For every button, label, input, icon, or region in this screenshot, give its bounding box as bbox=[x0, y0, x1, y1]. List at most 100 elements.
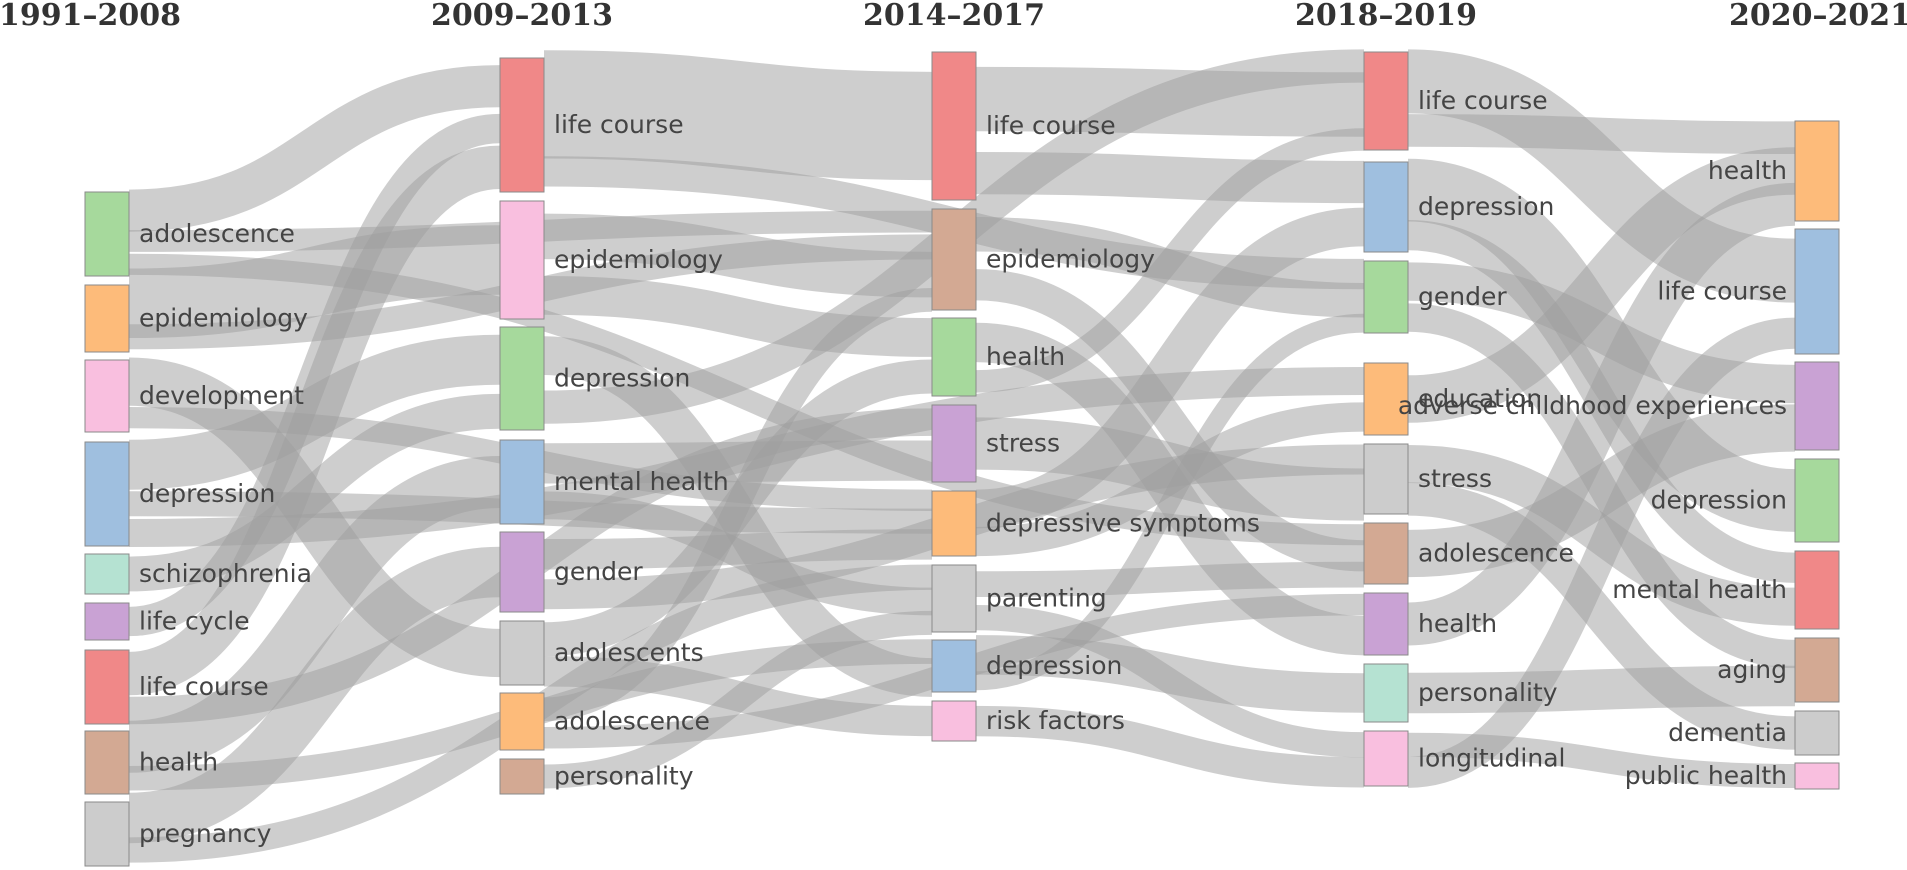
flow-link[interactable] bbox=[543, 288, 933, 722]
flow-link[interactable] bbox=[127, 145, 502, 696]
node-adolescents[interactable] bbox=[499, 620, 545, 686]
node-personality[interactable] bbox=[499, 758, 545, 795]
node-risk-factors[interactable] bbox=[931, 700, 977, 742]
node-health[interactable] bbox=[84, 730, 130, 795]
node-label: development bbox=[139, 381, 304, 410]
node-label: public health bbox=[1625, 761, 1787, 790]
flow-link[interactable] bbox=[975, 128, 1365, 393]
node-health[interactable] bbox=[931, 317, 977, 397]
node-label: life course bbox=[986, 111, 1116, 140]
flow-link[interactable] bbox=[975, 207, 1365, 529]
node-parenting[interactable] bbox=[931, 564, 977, 633]
node-pregnancy[interactable] bbox=[84, 801, 130, 867]
node-depression[interactable] bbox=[1363, 161, 1409, 253]
node-health[interactable] bbox=[1794, 120, 1840, 222]
node-label: life cycle bbox=[139, 607, 250, 636]
node-life-course[interactable] bbox=[499, 57, 545, 193]
flow-link[interactable] bbox=[1407, 665, 1796, 714]
node-public-health[interactable] bbox=[1794, 762, 1840, 790]
node-label: longitudinal bbox=[1418, 744, 1565, 773]
flow-link[interactable] bbox=[543, 213, 933, 298]
flow-link[interactable] bbox=[975, 402, 1365, 557]
node-mental-health[interactable] bbox=[499, 439, 545, 525]
node-adolescence[interactable] bbox=[499, 692, 545, 751]
node-label: adolescence bbox=[139, 219, 295, 248]
node-dementia[interactable] bbox=[1794, 710, 1840, 756]
flow-link[interactable] bbox=[1407, 114, 1796, 154]
node-stress[interactable] bbox=[931, 404, 977, 483]
flow-link[interactable] bbox=[128, 225, 501, 339]
flow-link[interactable] bbox=[975, 151, 1365, 204]
node-label: health bbox=[1708, 156, 1787, 185]
flow-link[interactable] bbox=[975, 313, 1365, 691]
flow-link[interactable] bbox=[975, 269, 1365, 572]
node-development[interactable] bbox=[84, 359, 130, 433]
column-title-2: 2014–2017 bbox=[863, 0, 1045, 33]
node-adolescence[interactable] bbox=[1363, 522, 1409, 585]
node-label: gender bbox=[1418, 282, 1507, 311]
node-label: adolescents bbox=[554, 638, 704, 667]
node-stress[interactable] bbox=[1363, 443, 1409, 515]
flow-link[interactable] bbox=[128, 65, 501, 232]
node-label: health bbox=[139, 748, 218, 777]
node-depression[interactable] bbox=[1794, 458, 1840, 543]
node-education[interactable] bbox=[1363, 362, 1409, 436]
node-label: depression bbox=[139, 479, 275, 508]
flow-link[interactable] bbox=[975, 561, 1365, 597]
flow-link[interactable] bbox=[975, 66, 1365, 137]
flow-link[interactable] bbox=[1406, 182, 1797, 646]
node-label: personality bbox=[554, 762, 694, 791]
flow-link[interactable] bbox=[1407, 482, 1796, 750]
node-depression[interactable] bbox=[84, 441, 130, 547]
node-personality[interactable] bbox=[1363, 663, 1409, 723]
node-life-course[interactable] bbox=[1363, 51, 1409, 151]
node-aging[interactable] bbox=[1794, 637, 1840, 703]
node-life-course[interactable] bbox=[84, 649, 130, 725]
flow-link[interactable] bbox=[1407, 147, 1796, 423]
node-life-course[interactable] bbox=[1794, 228, 1840, 355]
flow-link[interactable] bbox=[543, 610, 933, 789]
node-gender[interactable] bbox=[499, 531, 545, 613]
flow-link[interactable] bbox=[975, 705, 1365, 788]
node-label: life course bbox=[554, 110, 684, 139]
flow-link[interactable] bbox=[128, 456, 501, 773]
node-label: education bbox=[1418, 384, 1542, 413]
node-label: epidemiology bbox=[986, 245, 1155, 274]
node-label: depression bbox=[986, 651, 1122, 680]
node-label: life course bbox=[139, 672, 269, 701]
node-mental-health[interactable] bbox=[1794, 550, 1840, 630]
node-adolescence[interactable] bbox=[84, 191, 130, 277]
node-epidemiology[interactable] bbox=[84, 284, 130, 353]
node-label: depressive symptoms bbox=[986, 509, 1260, 538]
node-label: stress bbox=[986, 429, 1060, 458]
flow-link[interactable] bbox=[543, 440, 933, 484]
node-gender[interactable] bbox=[1363, 260, 1409, 334]
flow-link[interactable] bbox=[543, 276, 933, 357]
flow-link[interactable] bbox=[128, 546, 501, 844]
node-label: schizophrenia bbox=[139, 559, 312, 588]
node-label: health bbox=[1418, 609, 1497, 638]
node-life-cycle[interactable] bbox=[84, 602, 130, 641]
flow-link[interactable] bbox=[1407, 404, 1796, 578]
flow-link[interactable] bbox=[543, 50, 933, 181]
node-label: depression bbox=[1651, 486, 1787, 515]
node-adverse-childhood-experiences[interactable] bbox=[1794, 361, 1840, 451]
node-longitudinal[interactable] bbox=[1363, 730, 1409, 787]
node-label: epidemiology bbox=[554, 245, 723, 274]
node-epidemiology[interactable] bbox=[499, 200, 545, 320]
node-epidemiology[interactable] bbox=[931, 208, 977, 311]
column-title-4: 2020–2021 bbox=[1729, 0, 1907, 33]
node-label: mental health bbox=[1612, 575, 1787, 604]
node-depression[interactable] bbox=[499, 326, 545, 431]
node-life-course[interactable] bbox=[931, 51, 977, 201]
node-schizophrenia[interactable] bbox=[84, 553, 130, 595]
node-label: stress bbox=[1418, 464, 1492, 493]
flow-link[interactable] bbox=[1407, 49, 1796, 303]
flow-link[interactable] bbox=[1407, 317, 1796, 788]
node-depressive-symptoms[interactable] bbox=[931, 490, 977, 557]
flow-link[interactable] bbox=[1407, 262, 1796, 404]
node-health[interactable] bbox=[1363, 592, 1409, 656]
flow-link[interactable] bbox=[128, 393, 501, 592]
node-depression[interactable] bbox=[931, 639, 977, 693]
